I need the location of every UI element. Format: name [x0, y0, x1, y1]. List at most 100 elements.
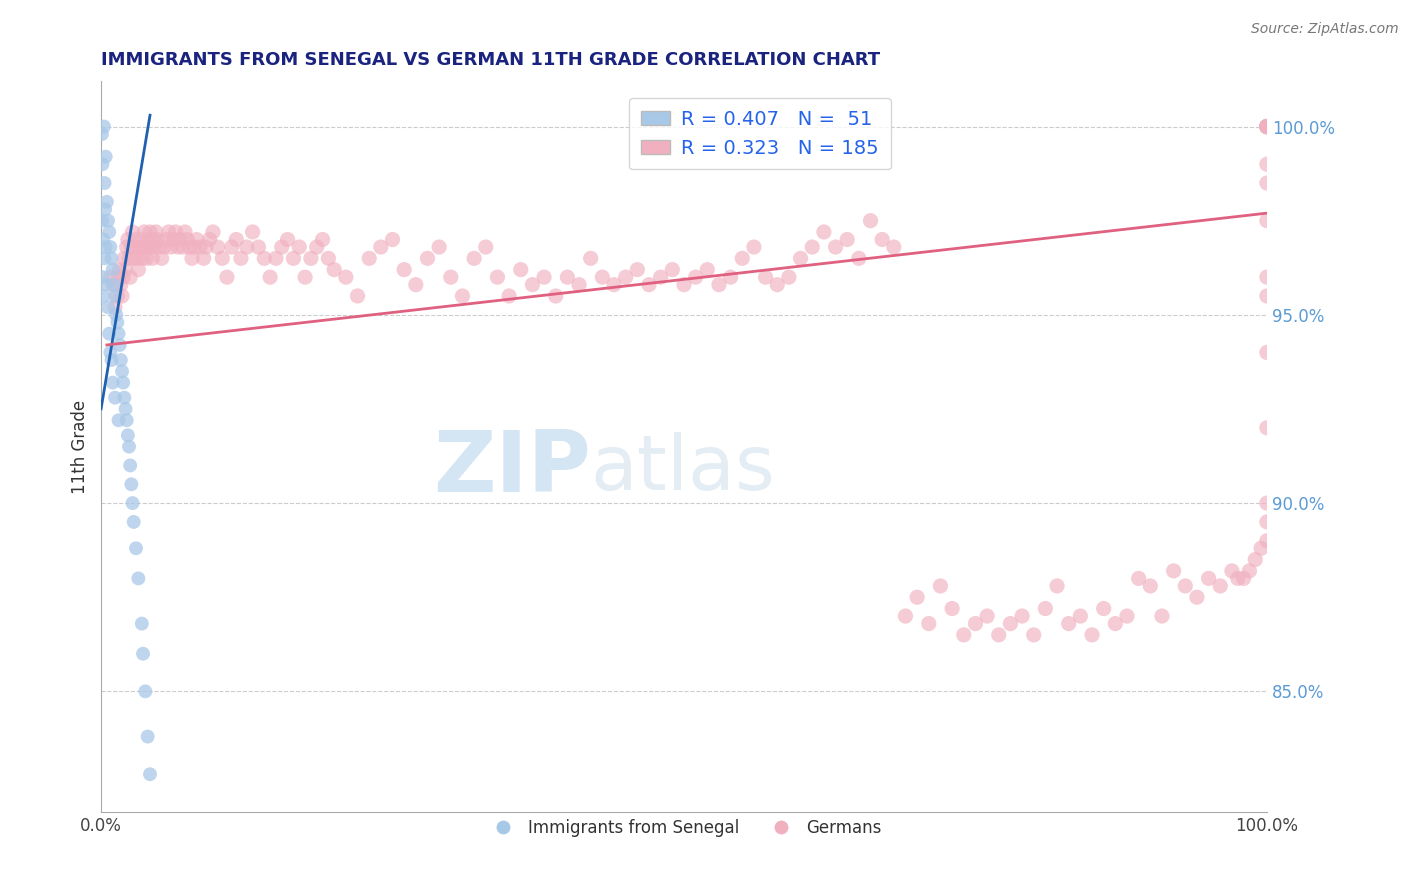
Point: [242, 225, 264, 239]
Point: [883, 240, 905, 254]
Point: [1256, 120, 1278, 134]
Point: [976, 609, 998, 624]
Point: [1000, 616, 1022, 631]
Point: [172, 240, 194, 254]
Point: [626, 262, 648, 277]
Point: [685, 270, 707, 285]
Point: [135, 252, 157, 266]
Point: [253, 252, 276, 266]
Point: [1057, 616, 1080, 631]
Point: [100, 353, 122, 368]
Point: [1220, 564, 1243, 578]
Point: [148, 240, 170, 254]
Point: [638, 277, 661, 292]
Point: [731, 252, 754, 266]
Point: [766, 277, 789, 292]
Point: [451, 289, 474, 303]
Point: [264, 252, 287, 266]
Point: [1232, 571, 1254, 585]
Point: [661, 262, 683, 277]
Point: [1256, 157, 1278, 171]
Point: [848, 252, 870, 266]
Point: [105, 289, 128, 303]
Point: [824, 240, 846, 254]
Point: [105, 315, 128, 329]
Legend: Immigrants from Senegal, Germans: Immigrants from Senegal, Germans: [479, 813, 889, 844]
Point: [100, 270, 122, 285]
Point: [778, 270, 800, 285]
Point: [905, 591, 928, 605]
Point: [107, 270, 129, 285]
Point: [155, 233, 177, 247]
Point: [120, 240, 142, 254]
Point: [169, 233, 191, 247]
Point: [416, 252, 439, 266]
Point: [98, 225, 121, 239]
Point: [1256, 120, 1278, 134]
Point: [813, 225, 835, 239]
Point: [104, 300, 127, 314]
Point: [97, 213, 120, 227]
Point: [1128, 571, 1150, 585]
Point: [91, 157, 114, 171]
Point: [987, 628, 1010, 642]
Point: [127, 252, 149, 266]
Point: [1256, 120, 1278, 134]
Point: [929, 579, 952, 593]
Point: [1256, 515, 1278, 529]
Point: [1035, 601, 1057, 615]
Text: atlas: atlas: [591, 432, 776, 506]
Point: [111, 289, 134, 303]
Point: [1256, 176, 1278, 190]
Point: [707, 277, 730, 292]
Point: [93, 176, 115, 190]
Point: [1256, 120, 1278, 134]
Point: [1104, 616, 1126, 631]
Point: [107, 413, 129, 427]
Point: [427, 240, 450, 254]
Point: [370, 240, 392, 254]
Point: [1092, 601, 1115, 615]
Point: [112, 270, 135, 285]
Point: [96, 277, 118, 292]
Point: [112, 376, 135, 390]
Point: [194, 240, 217, 254]
Point: [141, 252, 163, 266]
Point: [952, 628, 974, 642]
Point: [650, 270, 672, 285]
Point: [118, 252, 141, 266]
Point: [94, 240, 117, 254]
Point: [1256, 421, 1278, 435]
Point: [475, 240, 498, 254]
Point: [305, 240, 328, 254]
Point: [672, 277, 695, 292]
Point: [965, 616, 987, 631]
Point: [153, 240, 176, 254]
Point: [392, 262, 415, 277]
Point: [1163, 564, 1185, 578]
Point: [1209, 579, 1232, 593]
Point: [111, 364, 134, 378]
Point: [299, 252, 322, 266]
Point: [120, 458, 142, 473]
Point: [93, 252, 115, 266]
Point: [93, 289, 115, 303]
Point: [118, 440, 141, 454]
Point: [136, 730, 159, 744]
Point: [145, 225, 167, 239]
Point: [122, 515, 145, 529]
Point: [1256, 120, 1278, 134]
Point: [229, 252, 252, 266]
Point: [1256, 213, 1278, 227]
Point: [136, 240, 159, 254]
Point: [105, 308, 128, 322]
Point: [591, 270, 613, 285]
Point: [1256, 120, 1278, 134]
Point: [103, 277, 125, 292]
Point: [139, 225, 162, 239]
Point: [91, 270, 114, 285]
Point: [143, 240, 166, 254]
Point: [720, 270, 742, 285]
Point: [837, 233, 859, 247]
Point: [277, 233, 299, 247]
